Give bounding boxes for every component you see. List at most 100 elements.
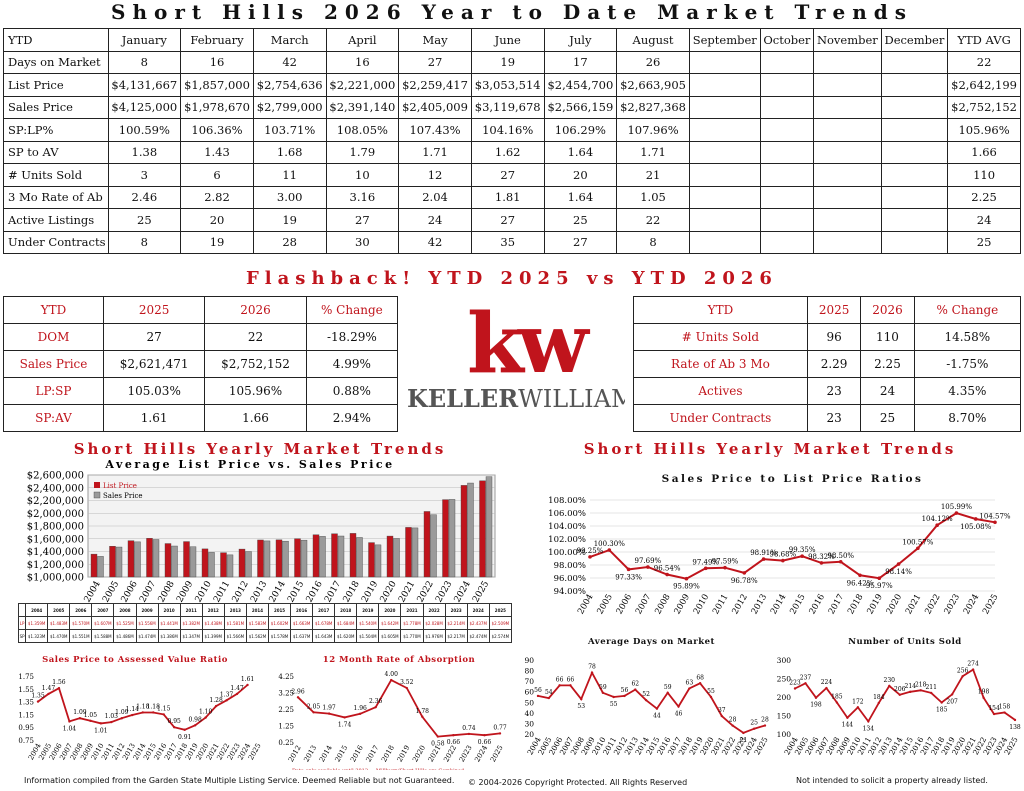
data-label: 97.49% xyxy=(692,558,719,566)
table-cell: $1.399M xyxy=(201,629,225,643)
table-cell: $2,391,140 xyxy=(325,95,400,119)
y-tick-label: $1,000,000 xyxy=(27,573,84,584)
table-cell: 2007 xyxy=(91,603,115,617)
y-tick-label: 106.00% xyxy=(548,509,586,519)
data-point xyxy=(655,707,659,710)
table-cell xyxy=(880,118,949,142)
sales-price-bar xyxy=(300,539,308,578)
table-cell: $1.474M xyxy=(135,629,159,643)
data-point xyxy=(214,704,218,708)
data-label: 95.89% xyxy=(673,583,700,591)
table-cell: 17 xyxy=(543,50,618,74)
table-cell: 2020 xyxy=(378,603,402,617)
legend-swatch-sales xyxy=(93,491,101,499)
data-label: 274 xyxy=(967,661,979,668)
data-point xyxy=(483,734,486,737)
table-cell: $2.214M xyxy=(444,616,468,630)
table-cell: 2025 xyxy=(102,296,206,324)
table-cell xyxy=(813,95,882,119)
y-tick-label: 98.00% xyxy=(554,561,586,571)
data-point xyxy=(819,561,824,565)
x-tick-label: 2019 xyxy=(360,579,380,604)
data-label: 56 xyxy=(621,687,629,694)
sales-price-bar xyxy=(282,540,289,578)
data-point xyxy=(57,686,61,690)
table-cell: $2.437M xyxy=(466,616,490,630)
table-cell: $1.525M xyxy=(113,616,137,630)
table-cell: 27 xyxy=(325,208,400,232)
data-label: 99.25% xyxy=(577,547,604,555)
data-point xyxy=(814,696,818,699)
table-cell xyxy=(759,50,815,74)
table-cell xyxy=(688,95,761,119)
data-label: 21 xyxy=(740,737,748,744)
table-cell: $2,642,199 xyxy=(947,73,1021,97)
table-cell: 2021 xyxy=(400,603,424,617)
footer-note: Not intended to solicit a property alrea… xyxy=(796,776,988,785)
data-point xyxy=(172,726,176,729)
x-tick-label: 2017 xyxy=(323,579,343,604)
y-tick-label: 70 xyxy=(524,677,534,686)
data-label: 44 xyxy=(653,713,661,720)
table-cell xyxy=(759,95,815,119)
data-point xyxy=(961,675,964,678)
data-point xyxy=(761,557,766,561)
table-cell: $1.470M xyxy=(47,629,71,643)
table-cell: 27 xyxy=(398,50,472,74)
table-cell: $1.566M xyxy=(223,629,247,643)
ytd-row: # Units Sold 3 6 11 10 12 27 20 21 110 xyxy=(3,163,1021,187)
x-tick-label: 2015 xyxy=(788,593,807,617)
data-label: 158 xyxy=(999,704,1011,711)
value-sp-row: SP $1.323M $1.470M $1.551M $1.588M $1.486M $1.… xyxy=(17,629,513,643)
footer-disclaimer: Information compiled from the Garden Sta… xyxy=(24,776,455,785)
y-tick-label: $2,000,000 xyxy=(27,509,84,520)
table-cell xyxy=(880,163,949,187)
table-cell: 1.68 xyxy=(252,140,327,164)
table-cell: 25 xyxy=(860,404,915,432)
table-cell: $1.976M xyxy=(422,629,446,643)
data-label: 1.01 xyxy=(94,727,107,734)
x-tick-label: 2013 xyxy=(750,593,769,617)
table-cell xyxy=(688,118,761,142)
data-point xyxy=(498,732,502,735)
sales-price-bar xyxy=(245,551,252,578)
table-cell: Sales Price xyxy=(3,95,109,119)
data-label: 1.18 xyxy=(136,703,150,710)
data-point xyxy=(940,701,943,704)
data-point xyxy=(68,720,71,723)
x-tick-label: 2023 xyxy=(458,744,474,763)
table-cell: 12 xyxy=(398,163,472,187)
data-label: 1.03 xyxy=(105,713,119,720)
table-cell: $1.602M xyxy=(267,616,292,630)
table-cell: 1.61 xyxy=(102,404,206,432)
list-price-bar xyxy=(386,535,394,578)
list-price-bar xyxy=(423,511,431,578)
table-cell: $1.551M xyxy=(69,629,93,643)
table-cell: 2026 xyxy=(860,296,915,324)
table-cell: 19 xyxy=(252,208,327,232)
table-cell: 105.96% xyxy=(204,377,307,405)
data-label: 66 xyxy=(567,676,575,683)
x-tick-label: 2011 xyxy=(711,593,730,617)
table-cell xyxy=(759,230,815,254)
table-cell: 2016 xyxy=(290,603,314,617)
ytd-row: SP to AV 1.38 1.43 1.68 1.79 1.71 1.62 1.64 1.71… xyxy=(3,140,1021,164)
table-cell: YTD AVG xyxy=(947,28,1021,52)
table-cell: $2,752,152 xyxy=(947,95,1021,119)
y-tick-label: 90 xyxy=(524,656,534,665)
table-cell: 1.66 xyxy=(947,140,1021,164)
table-cell: 27 xyxy=(470,208,545,232)
cmp-header-row: YTD 2025 2026% Change xyxy=(3,296,399,324)
table-cell: $1.540M xyxy=(356,616,380,630)
table-cell: January xyxy=(107,28,182,52)
list-price-bar xyxy=(460,485,468,578)
table-cell: 1.05 xyxy=(616,185,690,209)
data-label: 1.47 xyxy=(42,685,56,692)
data-label: 2.96 xyxy=(291,688,305,695)
data-label: 1.04 xyxy=(63,725,77,732)
data-point xyxy=(193,724,197,727)
table-cell: $1.483M xyxy=(47,616,71,630)
table-cell: 1.71 xyxy=(398,140,472,164)
x-tick-label: 2016 xyxy=(305,579,325,604)
data-point xyxy=(971,668,975,671)
